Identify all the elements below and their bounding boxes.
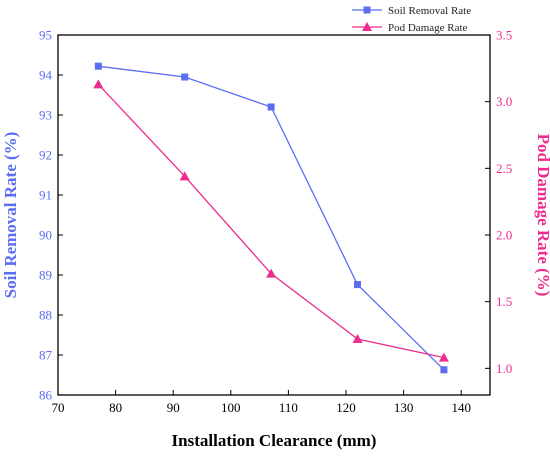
left-tick-label: 92 xyxy=(39,148,52,163)
data-point-1 xyxy=(93,79,104,89)
right-tick-label: 2.5 xyxy=(496,161,512,176)
legend-label: Pod Damage Rate xyxy=(388,22,468,34)
x-axis: 70 80 90 100 110 120 130 140 xyxy=(52,390,471,415)
legend-swatch-marker xyxy=(362,22,372,31)
data-point-0 xyxy=(354,281,362,289)
right-axis-title: Pod Damage Rate (%) xyxy=(534,134,550,297)
left-tick-label: 87 xyxy=(39,348,53,363)
left-tick-label: 89 xyxy=(39,268,52,283)
left-tick-label: 93 xyxy=(39,108,52,123)
left-tick-label: 88 xyxy=(39,308,52,323)
x-tick-label: 90 xyxy=(167,400,180,415)
right-axis: 1.0 1.5 2.0 2.5 3.0 3.5 xyxy=(485,28,512,376)
right-tick-label: 2.0 xyxy=(496,228,512,243)
right-tick-label: 1.0 xyxy=(496,361,512,376)
plot-frame xyxy=(57,34,491,396)
data-point-0 xyxy=(267,103,275,111)
legend: Soil Removal Rate Pod Damage Rate xyxy=(352,5,471,34)
series-line-1 xyxy=(97,83,445,359)
x-tick-label: 70 xyxy=(52,400,65,415)
x-tick-label: 80 xyxy=(109,400,122,415)
data-point-1 xyxy=(352,334,363,343)
right-tick-label: 1.5 xyxy=(496,294,512,309)
x-tick-label: 140 xyxy=(451,400,471,415)
data-point-0 xyxy=(94,62,102,70)
data-point-0 xyxy=(181,73,189,81)
legend-swatch-marker xyxy=(363,6,371,14)
left-tick-label: 95 xyxy=(39,28,52,43)
data-point-1 xyxy=(266,268,277,278)
left-tick-label: 86 xyxy=(39,388,53,403)
x-axis-title: Installation Clearance (mm) xyxy=(172,431,377,450)
legend-label: Soil Removal Rate xyxy=(388,5,471,17)
x-tick-label: 110 xyxy=(279,400,298,415)
data-point-1 xyxy=(438,352,449,362)
left-tick-label: 94 xyxy=(39,68,53,83)
data-point-1 xyxy=(179,171,190,181)
left-axis: 86 87 88 89 90 91 92 93 94 95 xyxy=(39,28,63,403)
series-layer xyxy=(93,62,449,374)
series-line-0 xyxy=(98,65,445,371)
data-point-0 xyxy=(440,366,448,374)
x-tick-label: 100 xyxy=(221,400,241,415)
x-tick-label: 130 xyxy=(394,400,414,415)
left-axis-title: Soil Removal Rate (%) xyxy=(1,132,20,299)
right-tick-label: 3.0 xyxy=(496,94,512,109)
left-tick-label: 90 xyxy=(39,228,52,243)
right-tick-label: 3.5 xyxy=(496,28,512,43)
left-tick-label: 91 xyxy=(39,188,52,203)
x-tick-label: 120 xyxy=(336,400,356,415)
